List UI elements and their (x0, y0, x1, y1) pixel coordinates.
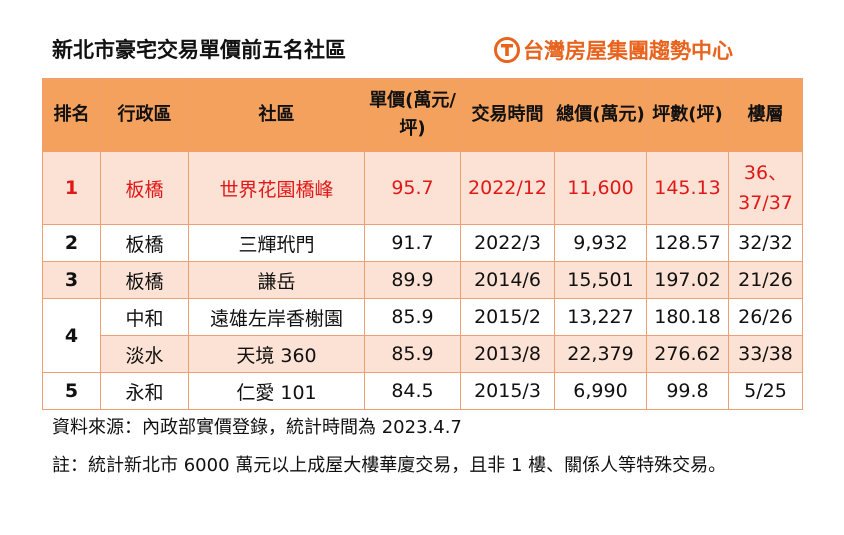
floor-cell: 33/38 (728, 335, 803, 373)
table-row: 5 永和 仁愛 101 84.5 2015/3 6,990 99.8 5/25 (42, 372, 803, 410)
floor-cell: 32/32 (728, 224, 803, 262)
total-cell: 11,600 (554, 151, 647, 225)
community-cell: 謙岳 (188, 261, 365, 299)
district-cell: 板橋 (100, 261, 189, 299)
table-row: 3 板橋 謙岳 89.9 2014/6 15,501 197.02 21/26 (42, 261, 803, 299)
community-cell: 世界花園橋峰 (188, 151, 365, 225)
rank-cell: 2 (42, 224, 101, 262)
area-cell: 180.18 (646, 298, 729, 336)
date-cell: 2015/3 (460, 372, 555, 410)
table-header-row: 排名 行政區 社區 單價(萬元/坪) 交易時間 總價(萬元) 坪數(坪) 樓層 (42, 78, 803, 152)
unit-price-cell: 85.9 (364, 335, 461, 373)
area-cell: 128.57 (646, 224, 729, 262)
floor-cell: 5/25 (728, 372, 803, 410)
footnote: 註：統計新北市 6000 萬元以上成屋大樓華廈交易，且非 1 樓、關係人等特殊交… (52, 455, 727, 476)
header-date: 交易時間 (460, 78, 555, 152)
total-cell: 9,932 (554, 224, 647, 262)
district-cell: 永和 (100, 372, 189, 410)
district-cell: 淡水 (100, 335, 189, 373)
area-cell: 99.8 (646, 372, 729, 410)
community-cell: 遠雄左岸香榭園 (188, 298, 365, 336)
date-cell: 2015/2 (460, 298, 555, 336)
table-row: 4 中和 遠雄左岸香榭園 85.9 2015/2 13,227 180.18 2… (42, 298, 803, 373)
table-row: 1 板橋 世界花園橋峰 95.7 2022/12 11,600 145.13 3… (42, 151, 803, 225)
area-cell: 197.02 (646, 261, 729, 299)
unit-price-cell: 95.7 (364, 151, 461, 225)
rank-cell: 4 (42, 298, 101, 373)
floor-cell: 26/26 (728, 298, 803, 336)
community-cell: 三輝玳門 (188, 224, 365, 262)
header-total: 總價(萬元) (554, 78, 647, 152)
total-cell: 15,501 (554, 261, 647, 299)
brand-logo: 台灣房屋集團趨勢中心 (494, 36, 733, 64)
unit-price-cell: 89.9 (364, 261, 461, 299)
date-cell: 2014/6 (460, 261, 555, 299)
table-row: 淡水 天境 360 85.9 2013/8 22,379 276.62 33/3… (43, 335, 803, 373)
date-cell: 2022/3 (460, 224, 555, 262)
header-community: 社區 (188, 78, 365, 152)
header-district: 行政區 (100, 78, 189, 152)
page-title: 新北市豪宅交易單價前五名社區 (52, 38, 346, 62)
rank-cell: 1 (42, 151, 101, 225)
source-note: 資料來源：內政部實價登錄，統計時間為 2023.4.7 (52, 417, 462, 438)
district-cell: 板橋 (100, 224, 189, 262)
date-cell: 2022/12 (460, 151, 555, 225)
header-unit-price: 單價(萬元/坪) (364, 78, 461, 152)
rank-cell: 5 (42, 372, 101, 410)
rank-cell: 3 (42, 261, 101, 299)
community-cell: 天境 360 (188, 335, 365, 373)
table-row: 2 板橋 三輝玳門 91.7 2022/3 9,932 128.57 32/32 (42, 224, 803, 262)
header-area: 坪數(坪) (646, 78, 729, 152)
district-cell: 板橋 (100, 151, 189, 225)
total-cell: 13,227 (554, 298, 647, 336)
header-floor: 樓層 (728, 78, 803, 152)
area-cell: 145.13 (646, 151, 729, 225)
ranking-table: 排名 行政區 社區 單價(萬元/坪) 交易時間 總價(萬元) 坪數(坪) 樓層 … (42, 78, 803, 410)
brand-logo-icon (494, 37, 520, 63)
district-cell: 中和 (100, 298, 189, 336)
total-cell: 6,990 (554, 372, 647, 410)
header-rank: 排名 (42, 78, 101, 152)
total-cell: 22,379 (554, 335, 647, 373)
floor-cell: 21/26 (728, 261, 803, 299)
unit-price-cell: 85.9 (364, 298, 461, 336)
area-cell: 276.62 (646, 335, 729, 373)
community-cell: 仁愛 101 (188, 372, 365, 410)
unit-price-cell: 84.5 (364, 372, 461, 410)
unit-price-cell: 91.7 (364, 224, 461, 262)
floor-cell: 36、37/37 (728, 151, 803, 225)
brand-name: 台灣房屋集團趨勢中心 (523, 39, 733, 63)
date-cell: 2013/8 (460, 335, 555, 373)
